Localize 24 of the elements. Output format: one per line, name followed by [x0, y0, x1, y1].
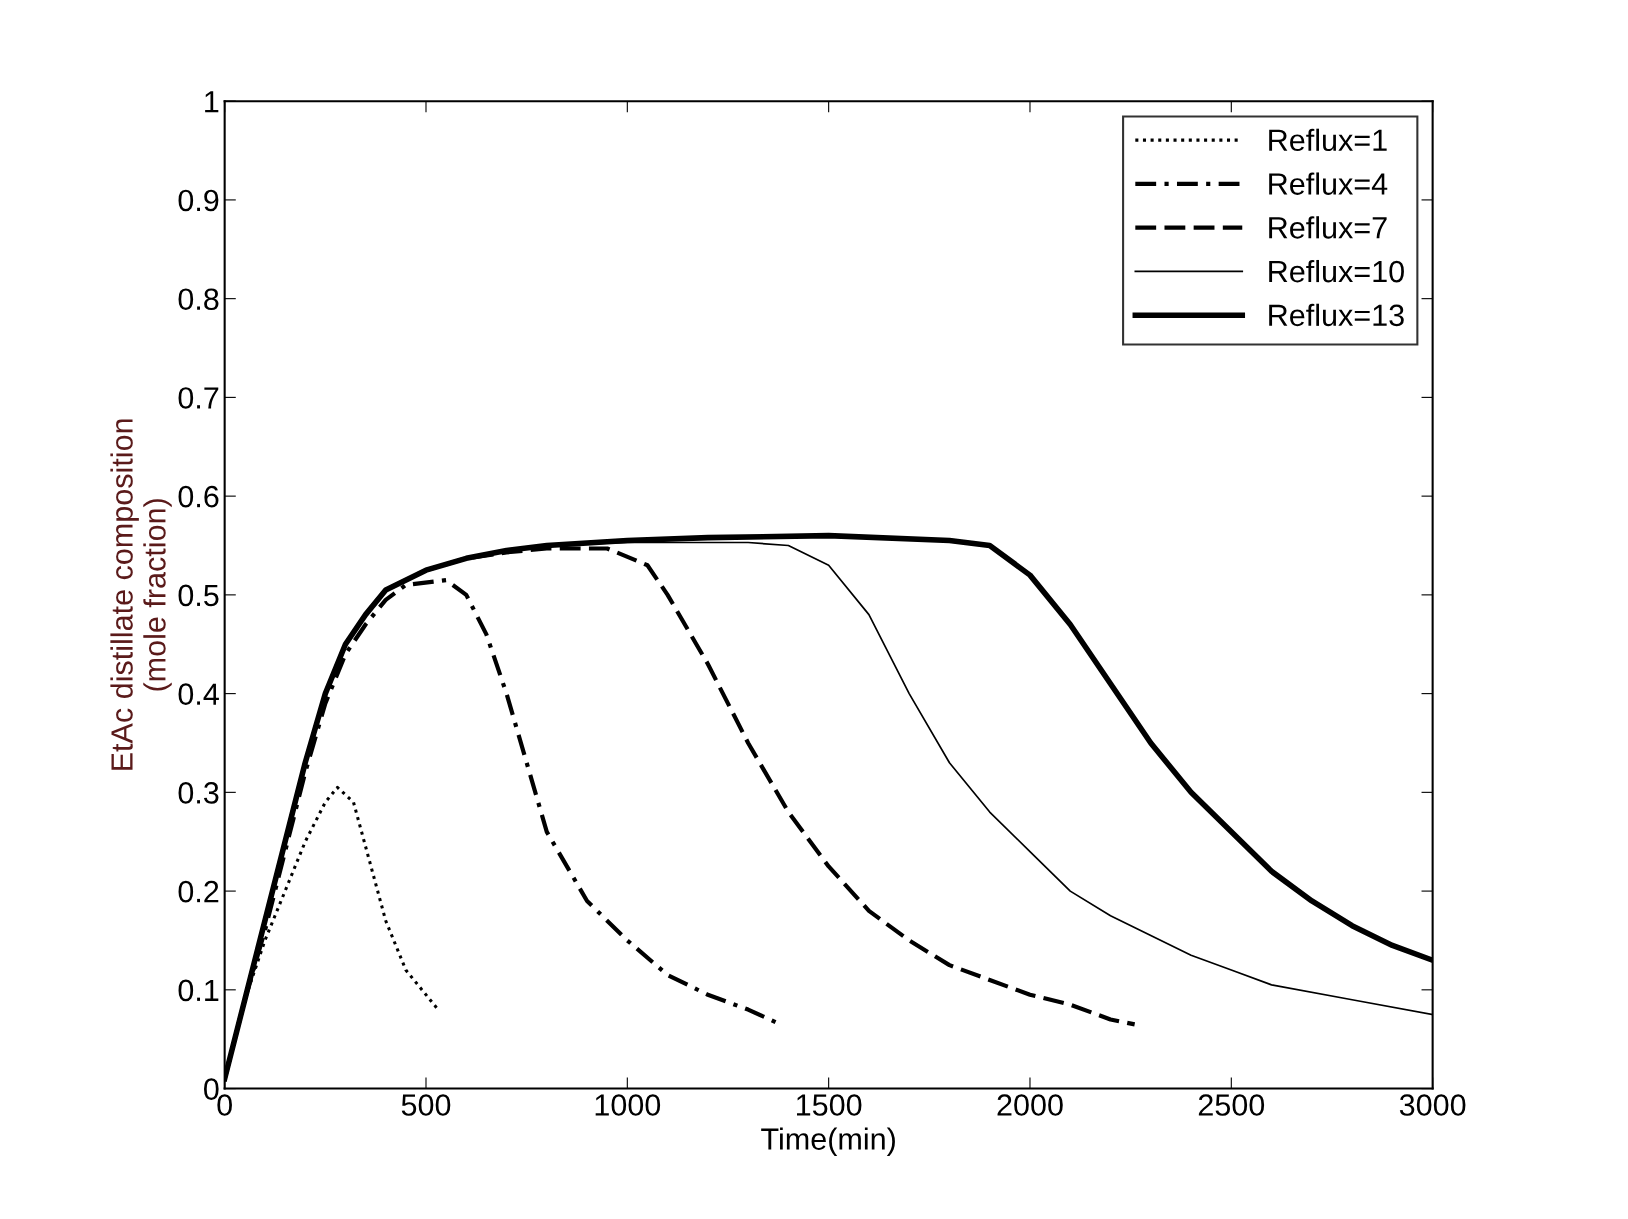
legend-label: Reflux=10: [1269, 259, 1404, 283]
x-tick-label: 2000: [997, 1094, 1063, 1116]
y-tick-label: 0.5: [178, 584, 219, 607]
legend-label: Reflux=4: [1269, 172, 1388, 195]
y-tick-label: 0.9: [178, 189, 219, 212]
y-tick-label: 0.2: [178, 880, 219, 903]
y-tick-label: 0.6: [178, 485, 219, 508]
y-tick-label: 0.8: [178, 288, 219, 311]
legend-label: Reflux=1: [1269, 128, 1387, 152]
x-tick-label: 1000: [595, 1094, 661, 1116]
y-tick-label: 0.7: [178, 387, 219, 409]
x-tick-label: 2500: [1198, 1094, 1265, 1116]
x-tick-label: 1500: [797, 1094, 862, 1116]
legend-label: Reflux=13: [1269, 303, 1404, 327]
x-tick-label: 500: [401, 1094, 451, 1116]
y-tick-label: 0: [204, 1078, 219, 1100]
y-tick-label: 0.3: [178, 782, 219, 804]
y-axis-title: EtAc distillate composition (mole fraction): [110, 419, 172, 770]
y-tick-label: 0.1: [178, 979, 219, 1002]
x-tick-label: 3000: [1399, 1094, 1466, 1116]
y-tick-label: 1: [205, 91, 219, 113]
legend-label: Reflux=7: [1269, 216, 1387, 239]
y-tick-label: 0.4: [178, 683, 219, 705]
x-axis-title: Time(min): [761, 1127, 895, 1156]
